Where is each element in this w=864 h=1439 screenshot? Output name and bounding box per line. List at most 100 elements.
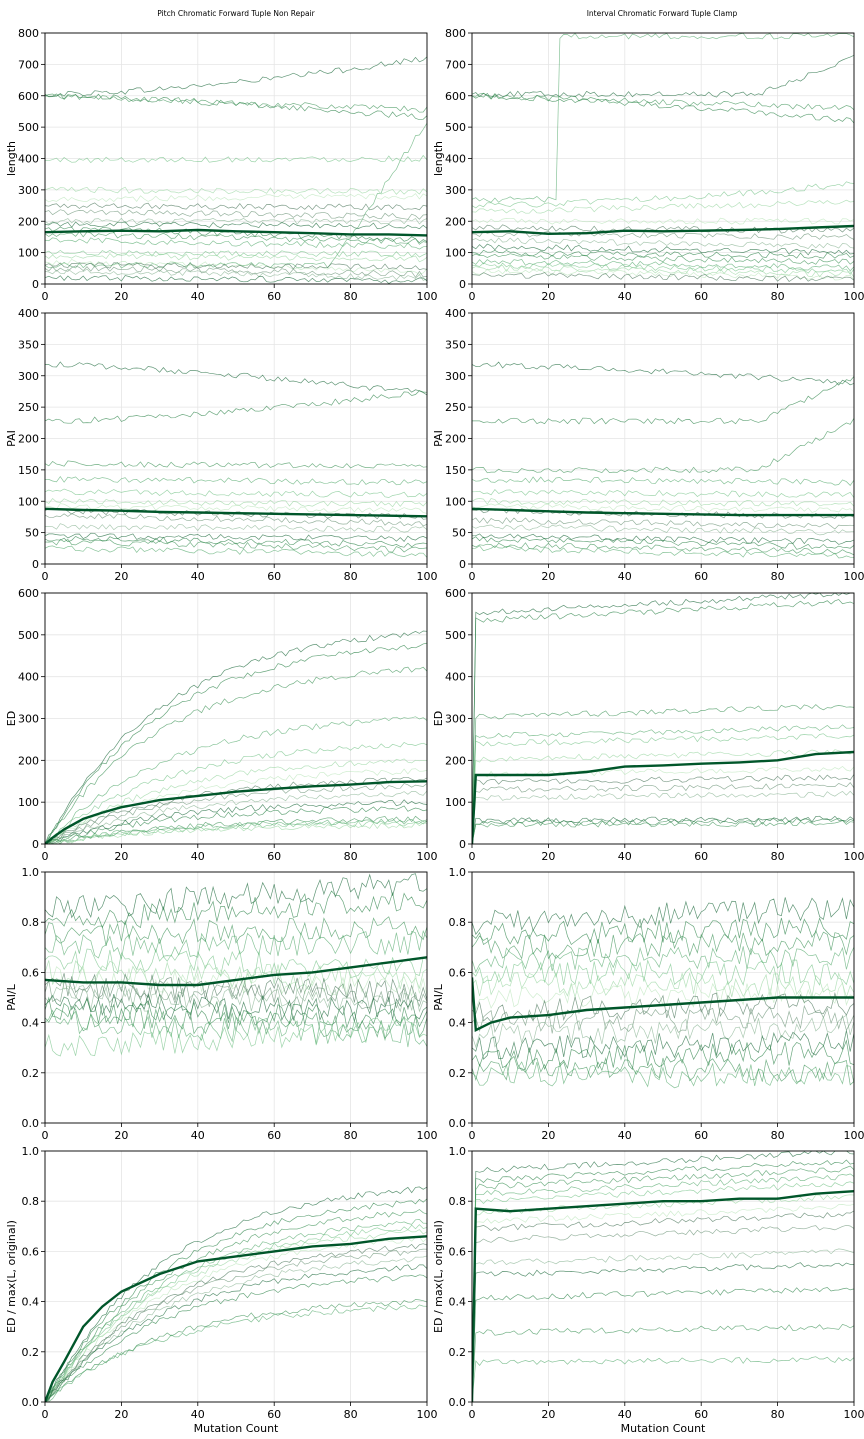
- y-axis-label: ED: [432, 711, 445, 726]
- trial-line: [472, 946, 854, 973]
- plot-area: [472, 361, 854, 559]
- trial-line: [472, 92, 854, 124]
- y-tick-label: 1.0: [22, 1145, 40, 1158]
- x-tick-label: 60: [267, 850, 281, 863]
- trial-line: [472, 503, 854, 513]
- y-tick-label: 400: [445, 671, 466, 684]
- trial-line: [472, 1356, 854, 1402]
- y-tick-label: 0.6: [449, 966, 467, 979]
- y-tick-label: 200: [18, 433, 39, 446]
- y-tick-label: 100: [18, 247, 39, 260]
- y-tick-label: 400: [445, 153, 466, 166]
- column-title-right: Interval Chromatic Forward Tuple Clamp: [587, 9, 738, 18]
- trial-line: [472, 1248, 854, 1402]
- y-axis-label: length: [432, 141, 445, 176]
- x-tick-label: 60: [694, 1129, 708, 1142]
- y-axis-label: ED / max(L, original): [5, 1220, 18, 1333]
- trial-line: [472, 1224, 854, 1402]
- trial-line: [472, 498, 854, 507]
- x-tick-label: 60: [694, 570, 708, 583]
- y-tick-label: 700: [18, 58, 39, 71]
- trial-line: [472, 733, 854, 844]
- mean-line: [45, 780, 427, 844]
- trial-line: [45, 535, 427, 548]
- y-axis-label: length: [5, 141, 18, 176]
- trial-line: [472, 542, 854, 556]
- x-tick-label: 40: [191, 1129, 205, 1142]
- mean-line: [472, 750, 854, 844]
- x-tick-label: 80: [771, 1129, 785, 1142]
- y-tick-label: 0.4: [22, 1296, 40, 1309]
- trial-line: [45, 1229, 427, 1402]
- trial-line: [472, 897, 854, 935]
- y-tick-label: 0.2: [449, 1067, 467, 1080]
- trial-line: [472, 971, 854, 999]
- y-tick-label: 1.0: [22, 866, 40, 879]
- y-tick-label: 350: [18, 338, 39, 351]
- trial-line: [45, 532, 427, 542]
- trial-line: [45, 741, 427, 844]
- plot-area: [45, 1186, 427, 1402]
- trial-line: [45, 523, 427, 533]
- y-tick-label: 0.0: [22, 1117, 40, 1130]
- y-tick-label: 800: [445, 27, 466, 40]
- trial-line: [45, 475, 427, 486]
- trial-line: [472, 199, 854, 214]
- y-tick-label: 100: [18, 796, 39, 809]
- mean-line: [45, 507, 427, 518]
- axes-frame: [44, 871, 428, 1124]
- x-tick-label: 40: [191, 570, 205, 583]
- axes-frame: [471, 1150, 855, 1403]
- x-tick-label: 40: [618, 850, 632, 863]
- trial-line: [45, 799, 427, 844]
- panel-0-0: 0 20 40 60 80 100 0 100 200 300 400 500 600 700 800 len…: [5, 27, 438, 303]
- y-tick-label: 0.6: [449, 1245, 467, 1258]
- plot-area: [45, 361, 427, 558]
- trial-line: [45, 497, 427, 508]
- x-tick-label: 80: [771, 570, 785, 583]
- y-tick-label: 300: [445, 713, 466, 726]
- trial-line: [45, 275, 427, 284]
- trial-line: [45, 221, 427, 230]
- trial-line: [45, 226, 427, 244]
- trial-line: [472, 230, 854, 240]
- trial-line: [45, 1219, 427, 1402]
- trial-line: [45, 818, 427, 844]
- y-axis-label: ED / max(L, original): [432, 1220, 445, 1333]
- y-tick-label: 600: [445, 587, 466, 600]
- trial-line: [45, 122, 427, 269]
- trial-line: [45, 503, 427, 514]
- trial-line: [472, 545, 854, 559]
- y-tick-label: 400: [445, 307, 466, 320]
- x-tick-label: 80: [344, 570, 358, 583]
- x-tick-label: 20: [541, 1129, 555, 1142]
- trial-line: [45, 964, 427, 997]
- y-tick-label: 350: [445, 338, 466, 351]
- trial-line: [45, 1304, 427, 1402]
- x-tick-label: 40: [191, 290, 205, 303]
- y-tick-label: 0.0: [22, 1396, 40, 1409]
- plot-area: [472, 593, 854, 844]
- trial-line: [45, 1243, 427, 1402]
- y-tick-label: 100: [445, 247, 466, 260]
- trial-line: [45, 1198, 427, 1402]
- x-tick-label: 100: [417, 570, 438, 583]
- trial-line: [472, 488, 854, 498]
- y-tick-label: 200: [445, 754, 466, 767]
- x-tick-label: 100: [844, 1129, 864, 1142]
- trial-line: [45, 972, 427, 1003]
- y-axis-label: PAI: [432, 430, 445, 447]
- trial-line: [45, 873, 427, 919]
- trial-line: [472, 1323, 854, 1402]
- x-tick-label: 0: [469, 1129, 476, 1142]
- trial-line: [45, 805, 427, 844]
- x-tick-label: 20: [114, 290, 128, 303]
- x-tick-label: 100: [844, 1408, 864, 1421]
- y-tick-label: 0.8: [22, 1195, 40, 1208]
- mean-line: [45, 956, 427, 987]
- trial-line: [472, 361, 854, 386]
- trial-line: [472, 536, 854, 550]
- trial-line: [45, 460, 427, 469]
- y-tick-label: 500: [18, 629, 39, 642]
